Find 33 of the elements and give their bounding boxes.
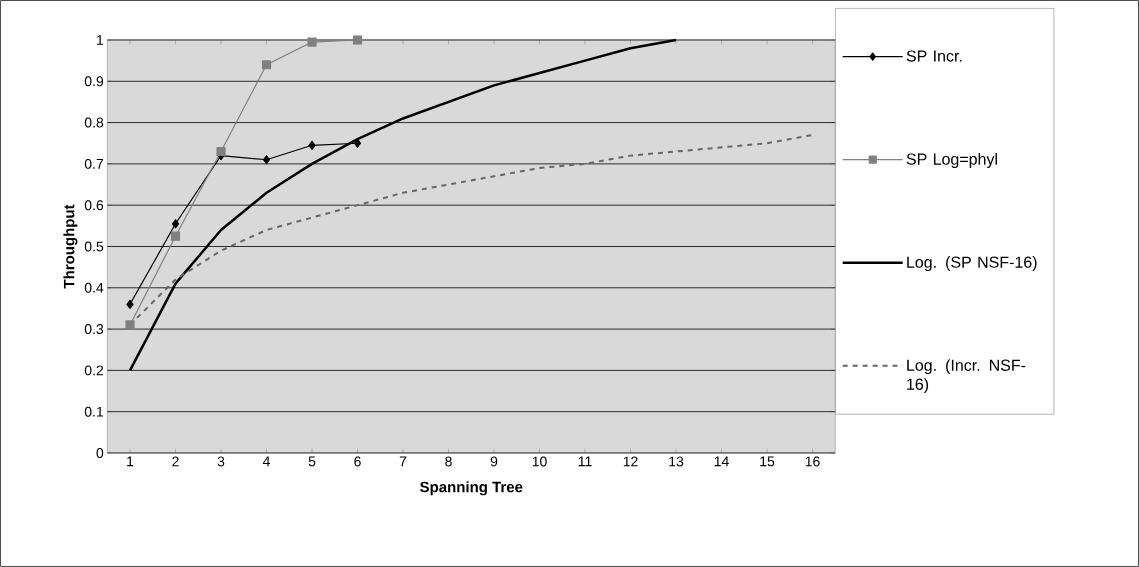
y-tick-label: 0.5 [84,241,104,252]
y-tick-label: 0.6 [84,200,104,211]
y-tick-label: 0.2 [84,365,104,376]
x-tick-label: 4 [262,456,270,467]
x-tick-label: 7 [399,456,407,467]
y-tick-label: 0.4 [84,282,104,293]
y-tick-label: 0.7 [84,158,104,169]
x-axis-title: Spanning Tree [420,481,523,496]
legend-label: Log. (Incr. NSF-16) [907,359,1026,394]
x-tick-label: 16 [805,456,820,467]
legend-label: SP Incr. [906,50,962,62]
x-tick-label: 8 [445,456,452,467]
legend-label: SP Log=phyl [906,153,997,168]
y-tick-label: 1 [97,35,104,45]
x-tick-label: 1 [127,456,134,467]
x-tick-label: 10 [532,456,547,467]
legend-label: Log. (SP NSF-16) [907,256,1037,272]
x-tick-label: 2 [172,456,179,467]
y-tick-label: 0 [96,448,104,458]
y-axis-title: Throughput [63,204,78,289]
x-tick-label: 11 [578,456,592,467]
y-tick-label: 0.1 [84,406,104,417]
x-tick-label: 13 [669,456,684,467]
y-tick-label: 0.8 [84,117,104,128]
y-tick-label: 0.3 [84,324,104,335]
y-tick-label: 0.9 [84,76,104,87]
x-tick-label: 9 [490,456,498,467]
x-tick-label: 14 [714,456,729,467]
x-tick-label: 3 [217,456,225,467]
x-tick-label: 15 [760,456,775,467]
x-tick-label: 12 [623,456,638,467]
x-tick-label: 6 [354,456,361,467]
x-tick-label: 5 [308,456,316,467]
